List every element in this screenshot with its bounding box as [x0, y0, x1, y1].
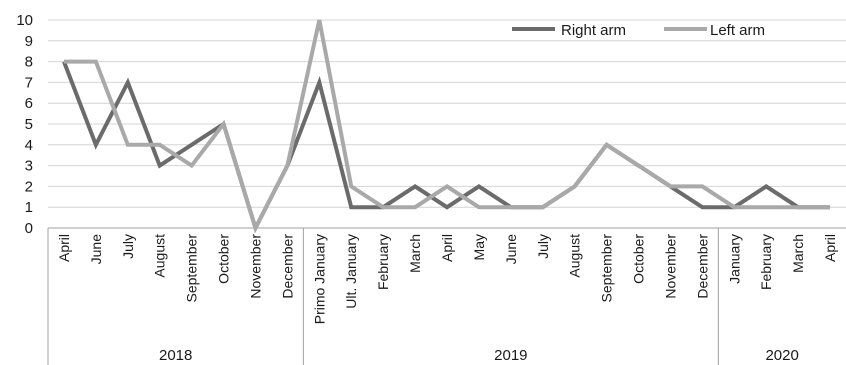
x-tick-label: February — [758, 234, 774, 290]
x-tick-label: Ult. January — [343, 234, 359, 309]
x-tick-label: April — [56, 234, 72, 262]
y-tick-label: 9 — [25, 33, 33, 50]
x-tick-label: April — [822, 234, 838, 262]
x-tick-label: Primo January — [311, 234, 327, 324]
x-tick-label: August — [152, 234, 168, 278]
y-axis: 0 1 2 3 4 5 6 7 8 9 10 — [16, 12, 33, 237]
x-tick-label: November — [662, 234, 678, 299]
legend: Right arm Left arm — [512, 22, 765, 39]
x-tick-label: July — [535, 234, 551, 259]
legend-label: Left arm — [710, 22, 765, 39]
x-tick-label: November — [247, 234, 263, 299]
series-lines — [62, 19, 831, 234]
x-tick-label: March — [407, 234, 423, 273]
x-tick-label: October — [631, 234, 647, 284]
y-tick-label: 5 — [25, 116, 33, 133]
y-tick-label: 1 — [25, 199, 33, 216]
x-tick-label: June — [88, 234, 104, 265]
y-tick-label: 3 — [25, 158, 33, 175]
y-tick-label: 4 — [25, 137, 33, 154]
y-tick-label: 8 — [25, 54, 33, 71]
legend-label: Right arm — [561, 22, 626, 39]
x-tick-label: April — [439, 234, 455, 262]
y-tick-label: 6 — [25, 95, 33, 112]
x-tick-label: May — [471, 234, 487, 260]
x-tick-label: September — [599, 234, 615, 303]
gridlines — [48, 19, 846, 229]
x-tick-label: March — [790, 234, 806, 273]
x-tick-label: December — [279, 234, 295, 299]
y-tick-label: 10 — [16, 12, 33, 29]
year-label: 2020 — [765, 347, 798, 364]
year-label: 2018 — [159, 347, 192, 364]
x-tick-label: June — [503, 234, 519, 265]
x-tick-label: December — [694, 234, 710, 299]
x-tick-label: January — [726, 234, 742, 284]
x-tick-label: February — [375, 234, 391, 290]
x-tick-label: July — [120, 234, 136, 259]
x-axis: April June July August September October Novem… — [47, 227, 846, 365]
y-tick-label: 7 — [25, 74, 33, 91]
year-label: 2019 — [494, 347, 527, 364]
x-tick-label: August — [567, 234, 583, 278]
x-tick-label: September — [184, 234, 200, 303]
x-tick-label: October — [216, 234, 232, 284]
y-tick-label: 2 — [25, 178, 33, 195]
y-tick-label: 0 — [25, 220, 33, 237]
